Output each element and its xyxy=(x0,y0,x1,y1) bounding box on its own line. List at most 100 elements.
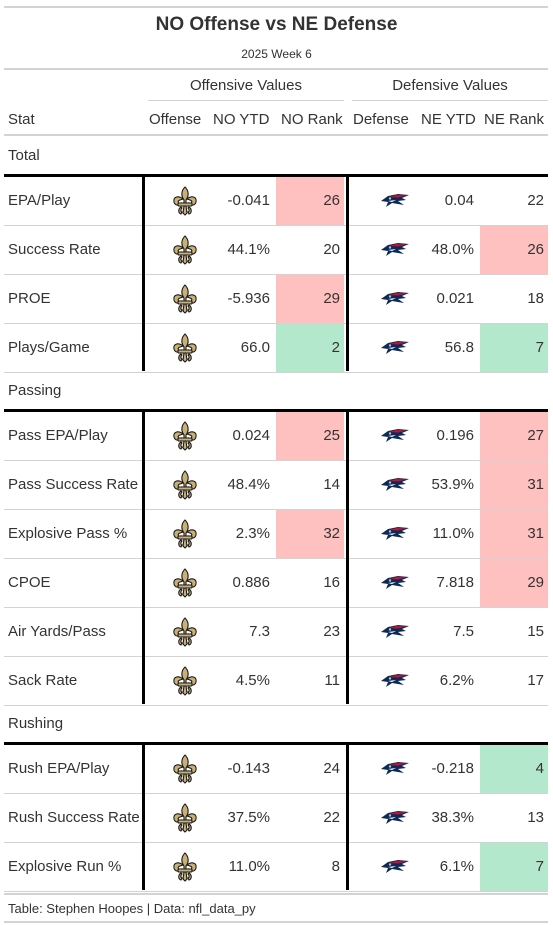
ne-rank-value: 4 xyxy=(480,745,548,793)
saints-logo-icon xyxy=(172,852,198,882)
table-bottom-border xyxy=(4,893,548,895)
row-divider xyxy=(4,372,548,373)
saints-logo-icon xyxy=(172,470,198,500)
ne-rank-value: 17 xyxy=(527,672,544,689)
header-border xyxy=(4,68,548,70)
ne-rank-value: 31 xyxy=(480,461,548,509)
patriots-logo-icon xyxy=(380,427,410,445)
top-border xyxy=(4,6,548,8)
stat-name: Rush EPA/Play xyxy=(8,760,110,777)
no-rank-value: 22 xyxy=(323,809,340,826)
ne-ytd-value: 0.196 xyxy=(436,427,474,444)
column-header-ne-ytd: NE YTD xyxy=(421,111,476,128)
table-row: Pass EPA/Play 0.024 25 0.196 27 xyxy=(4,412,548,461)
no-rank-value: 20 xyxy=(323,241,340,258)
saints-logo-icon xyxy=(172,186,198,216)
no-rank-value: 16 xyxy=(323,574,340,591)
ne-rank-value: 13 xyxy=(527,809,544,826)
no-rank-value: 14 xyxy=(323,476,340,493)
patriots-logo-icon xyxy=(380,192,410,210)
table-row: EPA/Play -0.041 26 0.04 22 xyxy=(4,177,548,226)
group-label: Passing xyxy=(8,382,62,399)
stat-name: Explosive Pass % xyxy=(8,525,128,542)
table-row: Sack Rate 4.5% 11 6.2% 17 xyxy=(4,657,548,706)
patriots-logo-icon xyxy=(380,525,410,543)
no-rank-value: 32 xyxy=(276,510,344,558)
stat-name: EPA/Play xyxy=(8,192,71,209)
group-divider xyxy=(4,174,548,177)
stat-name: Pass EPA/Play xyxy=(8,427,108,444)
spanner-underline-defense xyxy=(352,100,548,101)
stat-name: Explosive Run % xyxy=(8,858,122,875)
no-ytd-value: 44.1% xyxy=(227,241,270,258)
ne-ytd-value: 7.818 xyxy=(436,574,474,591)
saints-logo-icon xyxy=(172,333,198,363)
patriots-logo-icon xyxy=(380,476,410,494)
saints-logo-icon xyxy=(172,235,198,265)
stat-name: Air Yards/Pass xyxy=(8,623,106,640)
table-row: Rush Success Rate 37.5% 22 38.3% 13 xyxy=(4,794,548,843)
no-ytd-value: 48.4% xyxy=(227,476,270,493)
table-row: Air Yards/Pass 7.3 23 7.5 15 xyxy=(4,608,548,657)
saints-logo-icon xyxy=(172,284,198,314)
no-rank-value: 11 xyxy=(324,672,340,689)
row-divider xyxy=(4,323,548,324)
no-rank-value: 2 xyxy=(276,324,344,372)
column-header-stat: Stat xyxy=(8,111,35,128)
table-row: Plays/Game 66.0 2 56.8 7 xyxy=(4,324,548,373)
table-row: Explosive Pass % 2.3% 32 11.0% 31 xyxy=(4,510,548,559)
spanner-defensive-values: Defensive Values xyxy=(392,77,508,94)
ne-rank-value: 7 xyxy=(480,324,548,372)
group-divider xyxy=(4,742,548,745)
group-divider xyxy=(4,409,548,412)
ne-ytd-value: 0.04 xyxy=(444,192,474,209)
column-header-offense: Offense xyxy=(149,111,202,128)
saints-logo-icon xyxy=(172,803,198,833)
column-header-ne-rank: NE Rank xyxy=(484,111,545,128)
saints-logo-icon xyxy=(172,421,198,451)
defense-column-border xyxy=(346,743,349,890)
ne-ytd-value: 56.8 xyxy=(444,339,474,356)
saints-logo-icon xyxy=(172,568,198,598)
ne-rank-value: 18 xyxy=(527,290,544,307)
patriots-logo-icon xyxy=(380,760,410,778)
offense-column-border xyxy=(142,743,145,890)
row-divider xyxy=(4,842,548,843)
table-subtitle: 2025 Week 6 xyxy=(241,47,312,61)
spanner-offensive-values: Offensive Values xyxy=(189,77,302,94)
ne-rank-value: 15 xyxy=(527,623,544,640)
no-rank-value: 29 xyxy=(276,275,344,323)
group-label: Rushing xyxy=(8,715,64,732)
ne-rank-value: 29 xyxy=(480,559,548,607)
no-ytd-value: 4.5% xyxy=(235,672,270,689)
table-row: Explosive Run % 11.0% 8 6.1% 7 xyxy=(4,843,548,892)
column-header-no-ytd: NO YTD xyxy=(213,111,270,128)
saints-logo-icon xyxy=(172,754,198,784)
ne-ytd-value: -0.218 xyxy=(431,760,474,777)
patriots-logo-icon xyxy=(380,574,410,592)
row-divider xyxy=(4,274,548,275)
ne-rank-value: 22 xyxy=(527,192,544,209)
column-header-no-rank: NO Rank xyxy=(281,111,343,128)
saints-logo-icon xyxy=(172,617,198,647)
ne-ytd-value: 11.0% xyxy=(432,525,474,542)
ne-rank-value: 7 xyxy=(480,843,548,891)
table-title: NO Offense vs NE Defense xyxy=(155,14,398,35)
no-rank-value: 25 xyxy=(276,412,344,460)
row-divider xyxy=(4,793,548,794)
table-row: Success Rate 44.1% 20 48.0% 26 xyxy=(4,226,548,275)
no-ytd-value: -0.143 xyxy=(227,760,270,777)
row-divider xyxy=(4,705,548,706)
no-ytd-value: 37.5% xyxy=(227,809,270,826)
patriots-logo-icon xyxy=(380,290,410,308)
group-label: Total xyxy=(8,147,40,164)
ne-ytd-value: 6.1% xyxy=(439,858,474,875)
footer-border xyxy=(4,921,548,923)
offense-column-border xyxy=(142,175,145,371)
table-row: Rush EPA/Play -0.143 24 -0.218 4 xyxy=(4,745,548,794)
no-ytd-value: 66.0 xyxy=(240,339,270,356)
ne-ytd-value: 7.5 xyxy=(453,623,474,640)
column-header-defense: Defense xyxy=(353,111,409,128)
row-divider xyxy=(4,891,548,892)
